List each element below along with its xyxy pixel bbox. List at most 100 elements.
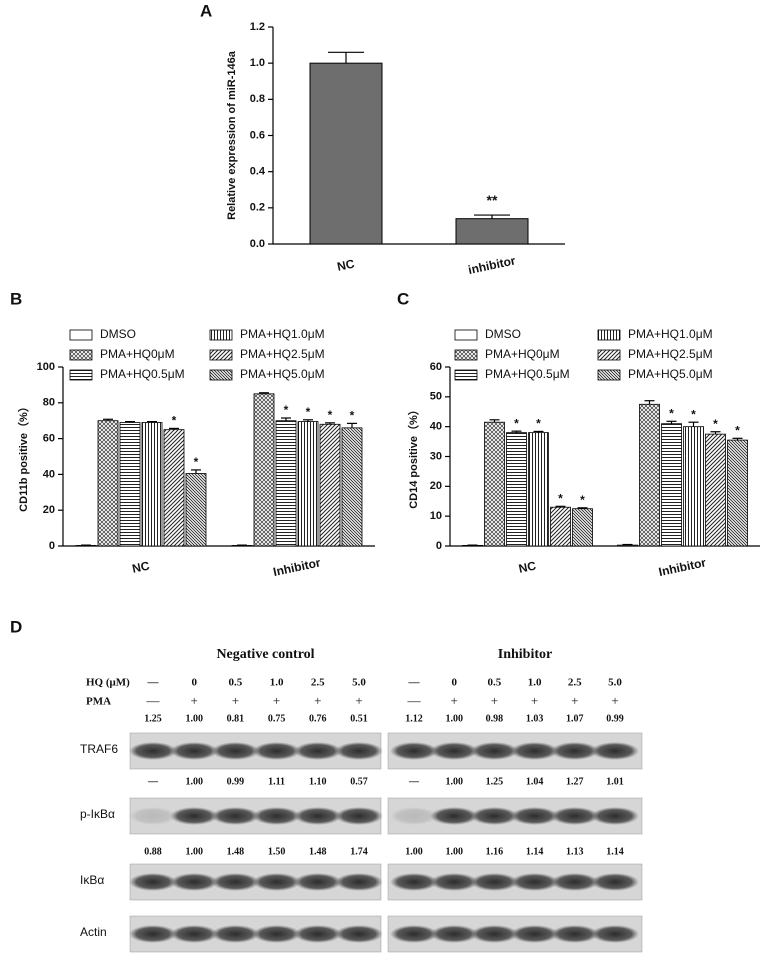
legend-swatch xyxy=(597,349,621,361)
y-tick-label: 20 xyxy=(43,504,55,516)
panel-label: B xyxy=(10,289,22,308)
legend-label: PMA+HQ1.0μM xyxy=(628,327,713,341)
hq-dose: 2.5 xyxy=(311,677,325,689)
legend-swatch xyxy=(69,329,93,341)
hq-dose: — xyxy=(147,677,160,689)
blot-band xyxy=(211,873,260,891)
band-quant: — xyxy=(147,776,159,787)
legend-swatch xyxy=(209,329,233,341)
significance: * xyxy=(558,491,563,505)
error-bar xyxy=(533,430,544,433)
band-quant: 0.99 xyxy=(606,713,624,724)
band-quant: 1.48 xyxy=(309,846,327,857)
pma-sign: + xyxy=(232,693,239,708)
hq-dose: 1.0 xyxy=(270,677,284,689)
significance: * xyxy=(514,416,519,430)
legend-label: PMA+HQ1.0μM xyxy=(240,327,325,341)
band-quant: 1.27 xyxy=(566,776,584,787)
error-bar xyxy=(577,507,588,509)
hq-dose: 1.0 xyxy=(528,677,542,689)
y-tick-label: 40 xyxy=(430,421,442,433)
blot-band xyxy=(335,807,383,825)
legend-swatch xyxy=(209,369,233,381)
blot-band xyxy=(252,925,301,943)
bar xyxy=(550,506,571,547)
y-tick-label: 50 xyxy=(430,391,442,403)
error-bar xyxy=(688,421,699,427)
blot-band xyxy=(430,925,479,943)
blot-band xyxy=(591,742,639,760)
blot-band xyxy=(470,873,519,891)
y-tick-label: 60 xyxy=(430,361,442,373)
error-bar xyxy=(474,214,510,219)
pma-sign: + xyxy=(571,693,578,708)
error-bar xyxy=(191,469,201,474)
hq-dose: 0 xyxy=(191,677,197,689)
blot-band xyxy=(390,742,438,760)
blot-band xyxy=(170,742,219,760)
band-quant: 1.14 xyxy=(606,846,624,857)
blot-band xyxy=(211,807,260,825)
band-quant: 1.01 xyxy=(606,776,624,787)
band-quant: 1.48 xyxy=(227,846,245,857)
significance: * xyxy=(194,455,199,469)
band-quant: 1.10 xyxy=(309,776,327,787)
y-tick-label: 0 xyxy=(49,540,55,552)
bar xyxy=(253,393,275,547)
legend-swatch xyxy=(454,369,478,381)
legend-swatch xyxy=(454,349,478,361)
legend-label: PMA+HQ2.5μM xyxy=(240,347,325,361)
band-quant: — xyxy=(408,776,420,787)
error-bar xyxy=(666,420,677,424)
legend-label: PMA+HQ5.0μM xyxy=(628,367,713,381)
group-title: Inhibitor xyxy=(498,647,552,662)
band-quant: 0.81 xyxy=(227,713,245,724)
pma-sign: + xyxy=(273,693,280,708)
blot-name: TRAF6 xyxy=(80,742,118,756)
x-tick-label: NC xyxy=(131,558,151,575)
error-bar xyxy=(147,420,157,423)
y-axis-label: Relative expression of miR-146a xyxy=(226,50,238,220)
error-bar xyxy=(325,422,335,425)
y-tick-label: 30 xyxy=(430,450,442,462)
pma-sign: + xyxy=(191,693,198,708)
band-quant: 1.14 xyxy=(526,846,544,857)
band-quant: 1.00 xyxy=(185,713,203,724)
blot-band xyxy=(129,807,177,825)
band-quant: 1.16 xyxy=(486,846,504,857)
band-quant: 1.13 xyxy=(566,846,584,857)
error-bar xyxy=(328,51,364,64)
panel-label: A xyxy=(200,1,212,20)
blot-band xyxy=(591,925,639,943)
significance: * xyxy=(580,493,585,507)
blot-band xyxy=(591,873,639,891)
significance: * xyxy=(306,405,311,419)
error-bar xyxy=(259,392,269,394)
bar xyxy=(572,508,593,547)
legend-swatch xyxy=(69,369,93,381)
bar xyxy=(185,473,207,547)
band-quant: 0.76 xyxy=(309,713,327,724)
bar xyxy=(275,420,297,547)
band-quant: 1.50 xyxy=(268,846,286,857)
bar xyxy=(528,432,549,547)
legend-label: PMA+HQ0.5μM xyxy=(485,367,570,381)
blot-band xyxy=(335,925,383,943)
legend-swatch xyxy=(454,329,478,341)
hq-dose: 0 xyxy=(451,677,457,689)
band-quant: 0.57 xyxy=(350,776,368,787)
y-tick-label: 0.4 xyxy=(250,166,266,178)
pma-sign: + xyxy=(611,693,618,708)
blot-band xyxy=(335,873,383,891)
error-bar xyxy=(103,418,113,421)
band-quant: 1.12 xyxy=(405,713,423,724)
y-tick-label: 0.8 xyxy=(250,93,265,105)
blot-band xyxy=(470,807,519,825)
significance: * xyxy=(172,414,177,428)
significance: * xyxy=(691,407,696,421)
blot-band xyxy=(390,807,438,825)
error-bar xyxy=(347,422,357,428)
y-tick-label: 80 xyxy=(43,397,55,409)
bar xyxy=(705,433,726,547)
y-tick-label: 0.0 xyxy=(250,238,265,250)
